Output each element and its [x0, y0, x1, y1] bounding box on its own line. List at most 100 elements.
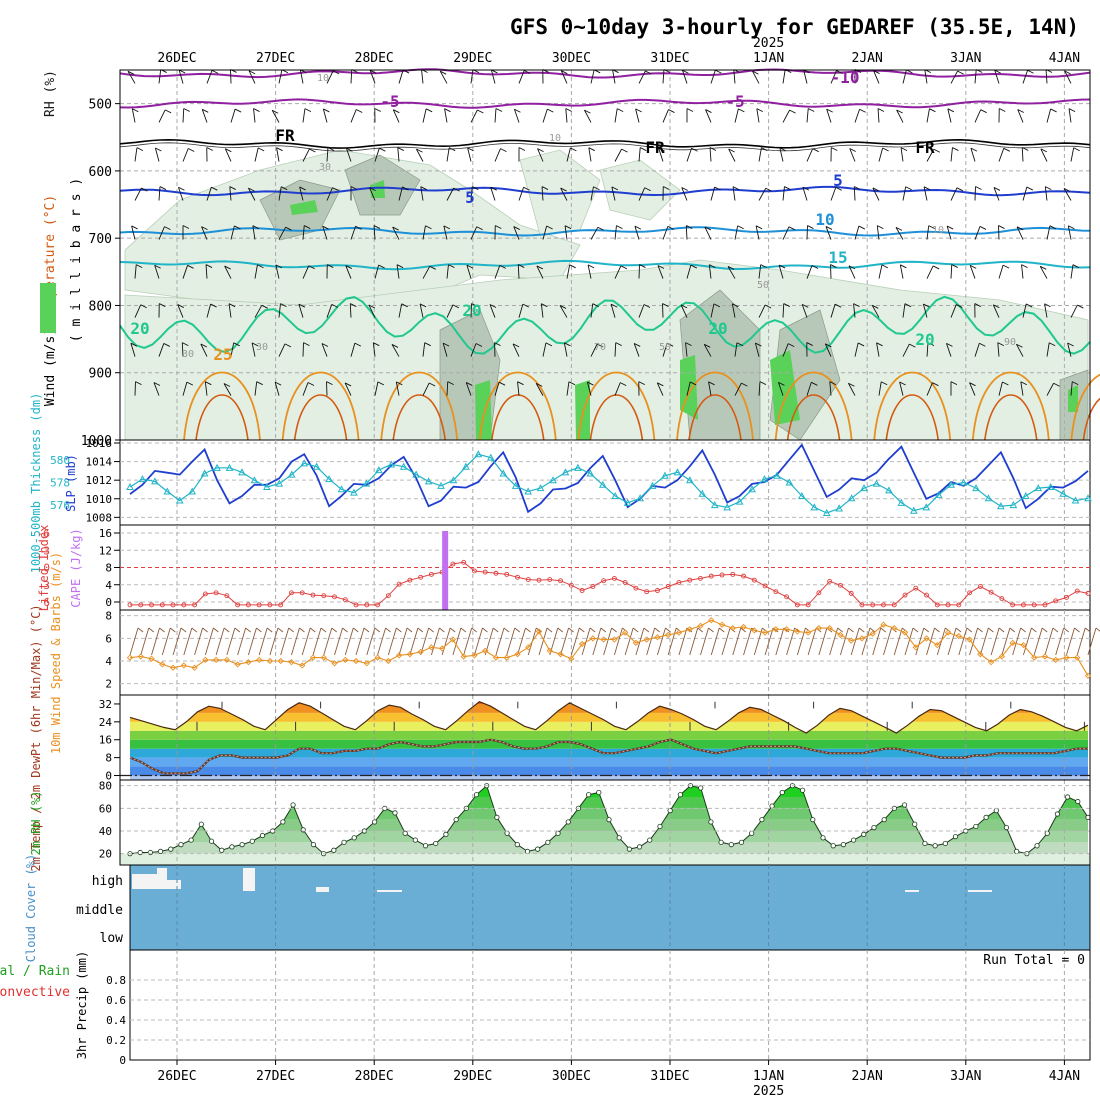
rh2m-point	[759, 817, 765, 823]
wind-barb-flag	[657, 265, 665, 269]
isotherm-label: FR	[645, 138, 665, 157]
wind10m-barb-flag	[417, 627, 424, 633]
li-point	[687, 577, 693, 583]
wind10m-barb	[947, 627, 957, 656]
wind10m-barb-flag	[309, 627, 316, 633]
wind-barb	[926, 149, 935, 162]
wind10m-point	[331, 660, 338, 667]
wind-barb	[705, 109, 712, 123]
rh2m-point	[524, 848, 531, 855]
wind-barb-flag	[1040, 148, 1048, 153]
rh2m-point	[800, 787, 806, 793]
wind-barb-flag	[373, 342, 380, 347]
thickness-point	[673, 468, 682, 476]
wind-barb	[658, 148, 664, 162]
thickness-point	[922, 503, 931, 511]
wind-barb-flag	[826, 108, 833, 113]
wind-barb	[946, 225, 952, 240]
wind-barb-flag	[1017, 109, 1024, 113]
rh2m-point	[555, 830, 561, 836]
wind-barb	[1067, 225, 1072, 240]
wind-barb	[662, 69, 665, 84]
wind-barb-flag	[812, 148, 819, 153]
rh-tick-label: 20	[99, 848, 112, 861]
isotherm-line-30	[786, 394, 841, 441]
wind10m-barb	[1012, 627, 1022, 656]
date-label-top: 29DEC	[453, 51, 492, 66]
date-label-top: 30DEC	[552, 51, 591, 66]
wind-barb-flag	[499, 264, 506, 269]
thickness-point	[773, 471, 781, 479]
wind10m-barb	[592, 627, 602, 656]
date-label-top: 28DEC	[355, 51, 394, 66]
li-point	[611, 575, 617, 581]
li-point	[138, 602, 144, 608]
wind-barb	[446, 381, 449, 396]
wind-barb-flag	[1072, 381, 1079, 386]
wind10m-point	[697, 622, 704, 630]
wind-barb	[806, 148, 814, 162]
date-label-bottom: 29DEC	[453, 1069, 492, 1084]
wind-barb	[200, 343, 208, 357]
isotherm-line-25	[183, 371, 261, 441]
wind-barb-flag	[835, 186, 842, 191]
wind-barb	[391, 344, 400, 357]
thickness-slp-frame	[119, 439, 1091, 526]
wind10m-point	[148, 655, 155, 662]
wind-barb-flag	[635, 108, 642, 113]
isotherm-label: -10	[831, 68, 860, 87]
wind-barb-flag	[159, 303, 166, 307]
wind-barb	[439, 70, 448, 84]
wind-barb-flag	[974, 303, 981, 307]
rh2m-point	[178, 841, 184, 848]
li-tick-label: 6	[43, 596, 50, 609]
thickness-point	[250, 476, 259, 484]
rh-contour-label: 10	[549, 133, 561, 144]
wind-barb	[950, 264, 953, 279]
wind-barb-flag	[872, 187, 880, 192]
wind-barb	[685, 342, 688, 357]
wind-barb	[276, 147, 280, 162]
wind10m-point	[761, 629, 769, 636]
wind10m-barb	[710, 627, 720, 656]
wind-barb-flag	[524, 70, 531, 74]
cloud-level-label: low	[100, 931, 124, 946]
thickness-point	[486, 453, 495, 461]
wind-barb	[782, 69, 786, 84]
wind-barb-flag	[732, 303, 739, 308]
li-point	[708, 573, 714, 579]
li-point	[945, 602, 951, 608]
li-point	[859, 602, 865, 608]
wind-barb-flag	[778, 381, 785, 386]
wind-barb-flag	[764, 304, 772, 309]
wind-barb-flag	[495, 225, 502, 229]
rh2m-point	[912, 821, 918, 827]
wind-barb-flag	[251, 342, 259, 347]
wind-barb	[302, 265, 310, 279]
li-point	[289, 590, 294, 596]
y-tick-label: 800	[89, 299, 112, 314]
wind10m-barb-flag	[428, 627, 434, 633]
wind-barb	[302, 225, 305, 240]
wind-barb-flag	[1016, 226, 1024, 231]
wind-barb-flag	[858, 225, 866, 230]
wind-barb	[230, 108, 236, 123]
date-label-bottom: 31DEC	[650, 1069, 689, 1084]
wind-barb-flag	[327, 264, 334, 268]
wind-barb-flag	[825, 226, 833, 230]
li-point	[568, 582, 574, 588]
wind-barb-flag	[1073, 147, 1080, 152]
wind-barb-flag	[155, 147, 162, 152]
wind-barb	[182, 265, 188, 279]
rh2m-point	[1075, 798, 1081, 805]
temp2m-band	[130, 721, 1088, 731]
wind10m-point	[439, 645, 446, 652]
wind-barb	[662, 226, 669, 240]
wind10m-barb-flag	[525, 627, 531, 633]
li-point	[654, 588, 660, 593]
y-tick-label: 900	[89, 367, 112, 382]
wind10m-point	[428, 644, 435, 651]
wind-barb-flag	[899, 381, 906, 386]
isotherm-line	[119, 295, 1091, 355]
wind-barb-flag	[882, 147, 889, 152]
